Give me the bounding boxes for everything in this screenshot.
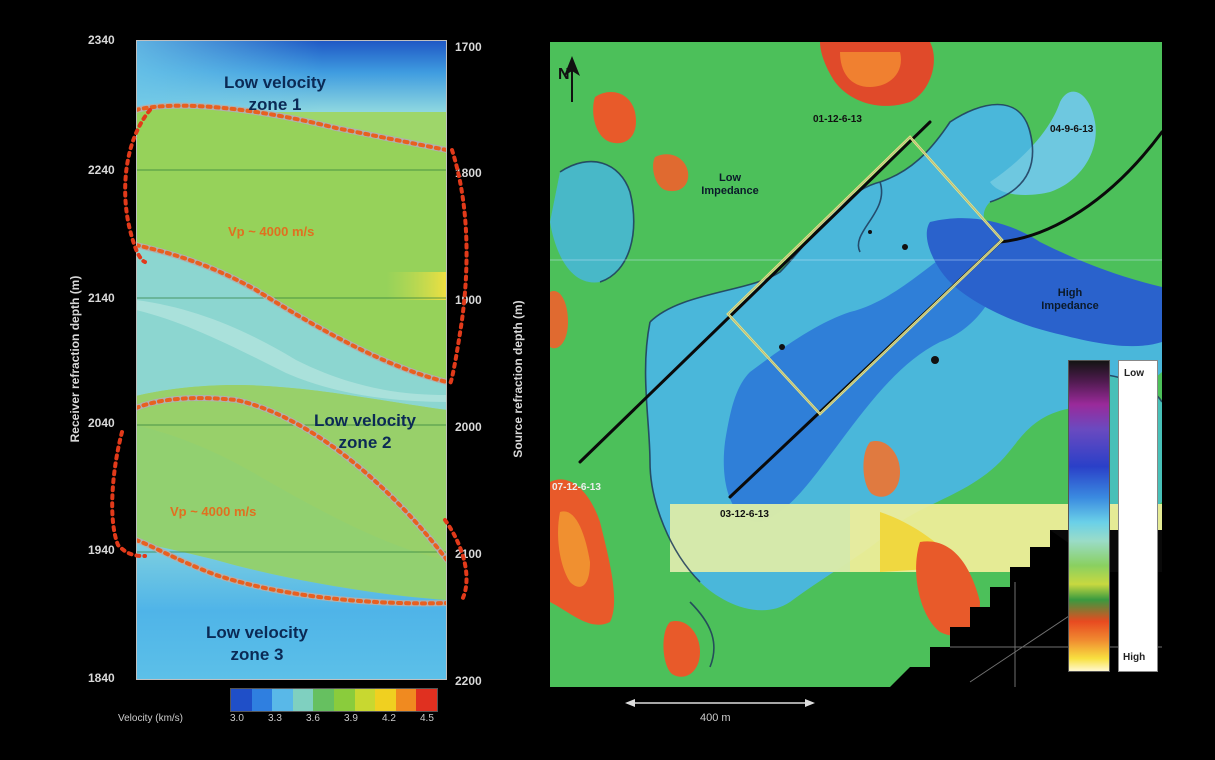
well-label: 03-12-6-13 (720, 509, 769, 520)
colorbar-tick: 3.6 (306, 713, 320, 724)
colorbar-swatch (231, 689, 252, 711)
high-impedance-label: High Impedance (1020, 287, 1120, 313)
left-axis-tick: 2340 (88, 33, 115, 47)
well-label: 07-12-6-13 (552, 482, 601, 493)
right-axis-tick: 2200 (455, 674, 482, 688)
high-impedance-line2: Impedance (1041, 300, 1099, 312)
right-axis-tick: 1800 (455, 166, 482, 180)
low-impedance-label: Low Impedance (685, 172, 775, 198)
velocity-section-image (136, 40, 447, 680)
velocity-colorbar-label: Velocity (km/s) (118, 713, 184, 724)
well-label: 04-9-6-13 (1050, 124, 1094, 135)
colorbar-swatch (395, 689, 417, 711)
north-arrow-icon (560, 56, 584, 104)
zone-2-label: Low velocity zone 2 (290, 410, 440, 454)
scale-bar-label: 400 m (700, 712, 731, 724)
velocity-colorbar-ticks: 3.0 3.3 3.6 3.9 4.2 4.5 (230, 713, 440, 727)
zone-3-label: Low velocity zone 3 (182, 622, 332, 666)
colorbar-swatch (354, 689, 376, 711)
colorbar-tick: 3.0 (230, 713, 244, 724)
zone-2-line2: zone 2 (338, 433, 392, 452)
left-axis-tick: 1940 (88, 543, 115, 557)
left-axis-tick: 2240 (88, 163, 115, 177)
refraction-trace-curves (110, 108, 469, 602)
zone-2-line1: Low velocity (313, 411, 417, 430)
zone-1-line2: zone 1 (248, 95, 302, 114)
impedance-colorbar (1068, 360, 1110, 672)
low-impedance-line2: Impedance (701, 185, 759, 197)
left-axis-tick: 2140 (88, 291, 115, 305)
colorbar-tick: 3.9 (344, 713, 358, 724)
north-label: N (558, 66, 570, 83)
left-axis-tick: 2040 (88, 416, 115, 430)
colorbar-swatch (375, 689, 396, 711)
colorbar-tick: 4.2 (382, 713, 396, 724)
right-axis-tick: 2000 (455, 420, 482, 434)
impedance-map-panel: N Low Impedance High Impedance 01-12-6-1… (550, 42, 1162, 687)
zone-1-label: Low velocity zone 1 (200, 72, 350, 116)
colorbar-low-label: Low (1124, 368, 1144, 379)
left-axis-tick: 1840 (88, 671, 115, 685)
colorbar-swatch (251, 689, 273, 711)
colorbar-swatch (416, 689, 437, 711)
velocity-colorbar (230, 688, 438, 712)
velocity-label-2: Vp ~ 4000 m/s (170, 504, 257, 519)
scale-bar (625, 696, 815, 708)
zone-3-line1: Low velocity (205, 623, 309, 642)
well-label: 01-12-6-13 (813, 114, 862, 125)
zone-1-line1: Low velocity (223, 73, 327, 92)
colorbar-tick: 4.5 (420, 713, 434, 724)
colorbar-tick: 3.3 (268, 713, 282, 724)
velocity-label-1: Vp ~ 4000 m/s (228, 224, 315, 239)
colorbar-swatch (292, 689, 314, 711)
zone-3-line2: zone 3 (230, 645, 284, 664)
high-impedance-line1: High (1057, 287, 1083, 299)
impedance-colorbar-legend: Low High (1118, 360, 1158, 672)
colorbar-swatch (333, 689, 355, 711)
low-impedance-line1: Low (719, 172, 741, 184)
velocity-section-panel: 2340 2240 2140 2040 1940 1840 Receiver r… (0, 0, 525, 760)
right-axis-tick: 1700 (455, 40, 482, 54)
colorbar-high-label: High (1123, 652, 1146, 663)
colorbar-swatch (313, 689, 334, 711)
colorbar-swatch (272, 689, 293, 711)
right-axis-tick: 1900 (455, 293, 482, 307)
